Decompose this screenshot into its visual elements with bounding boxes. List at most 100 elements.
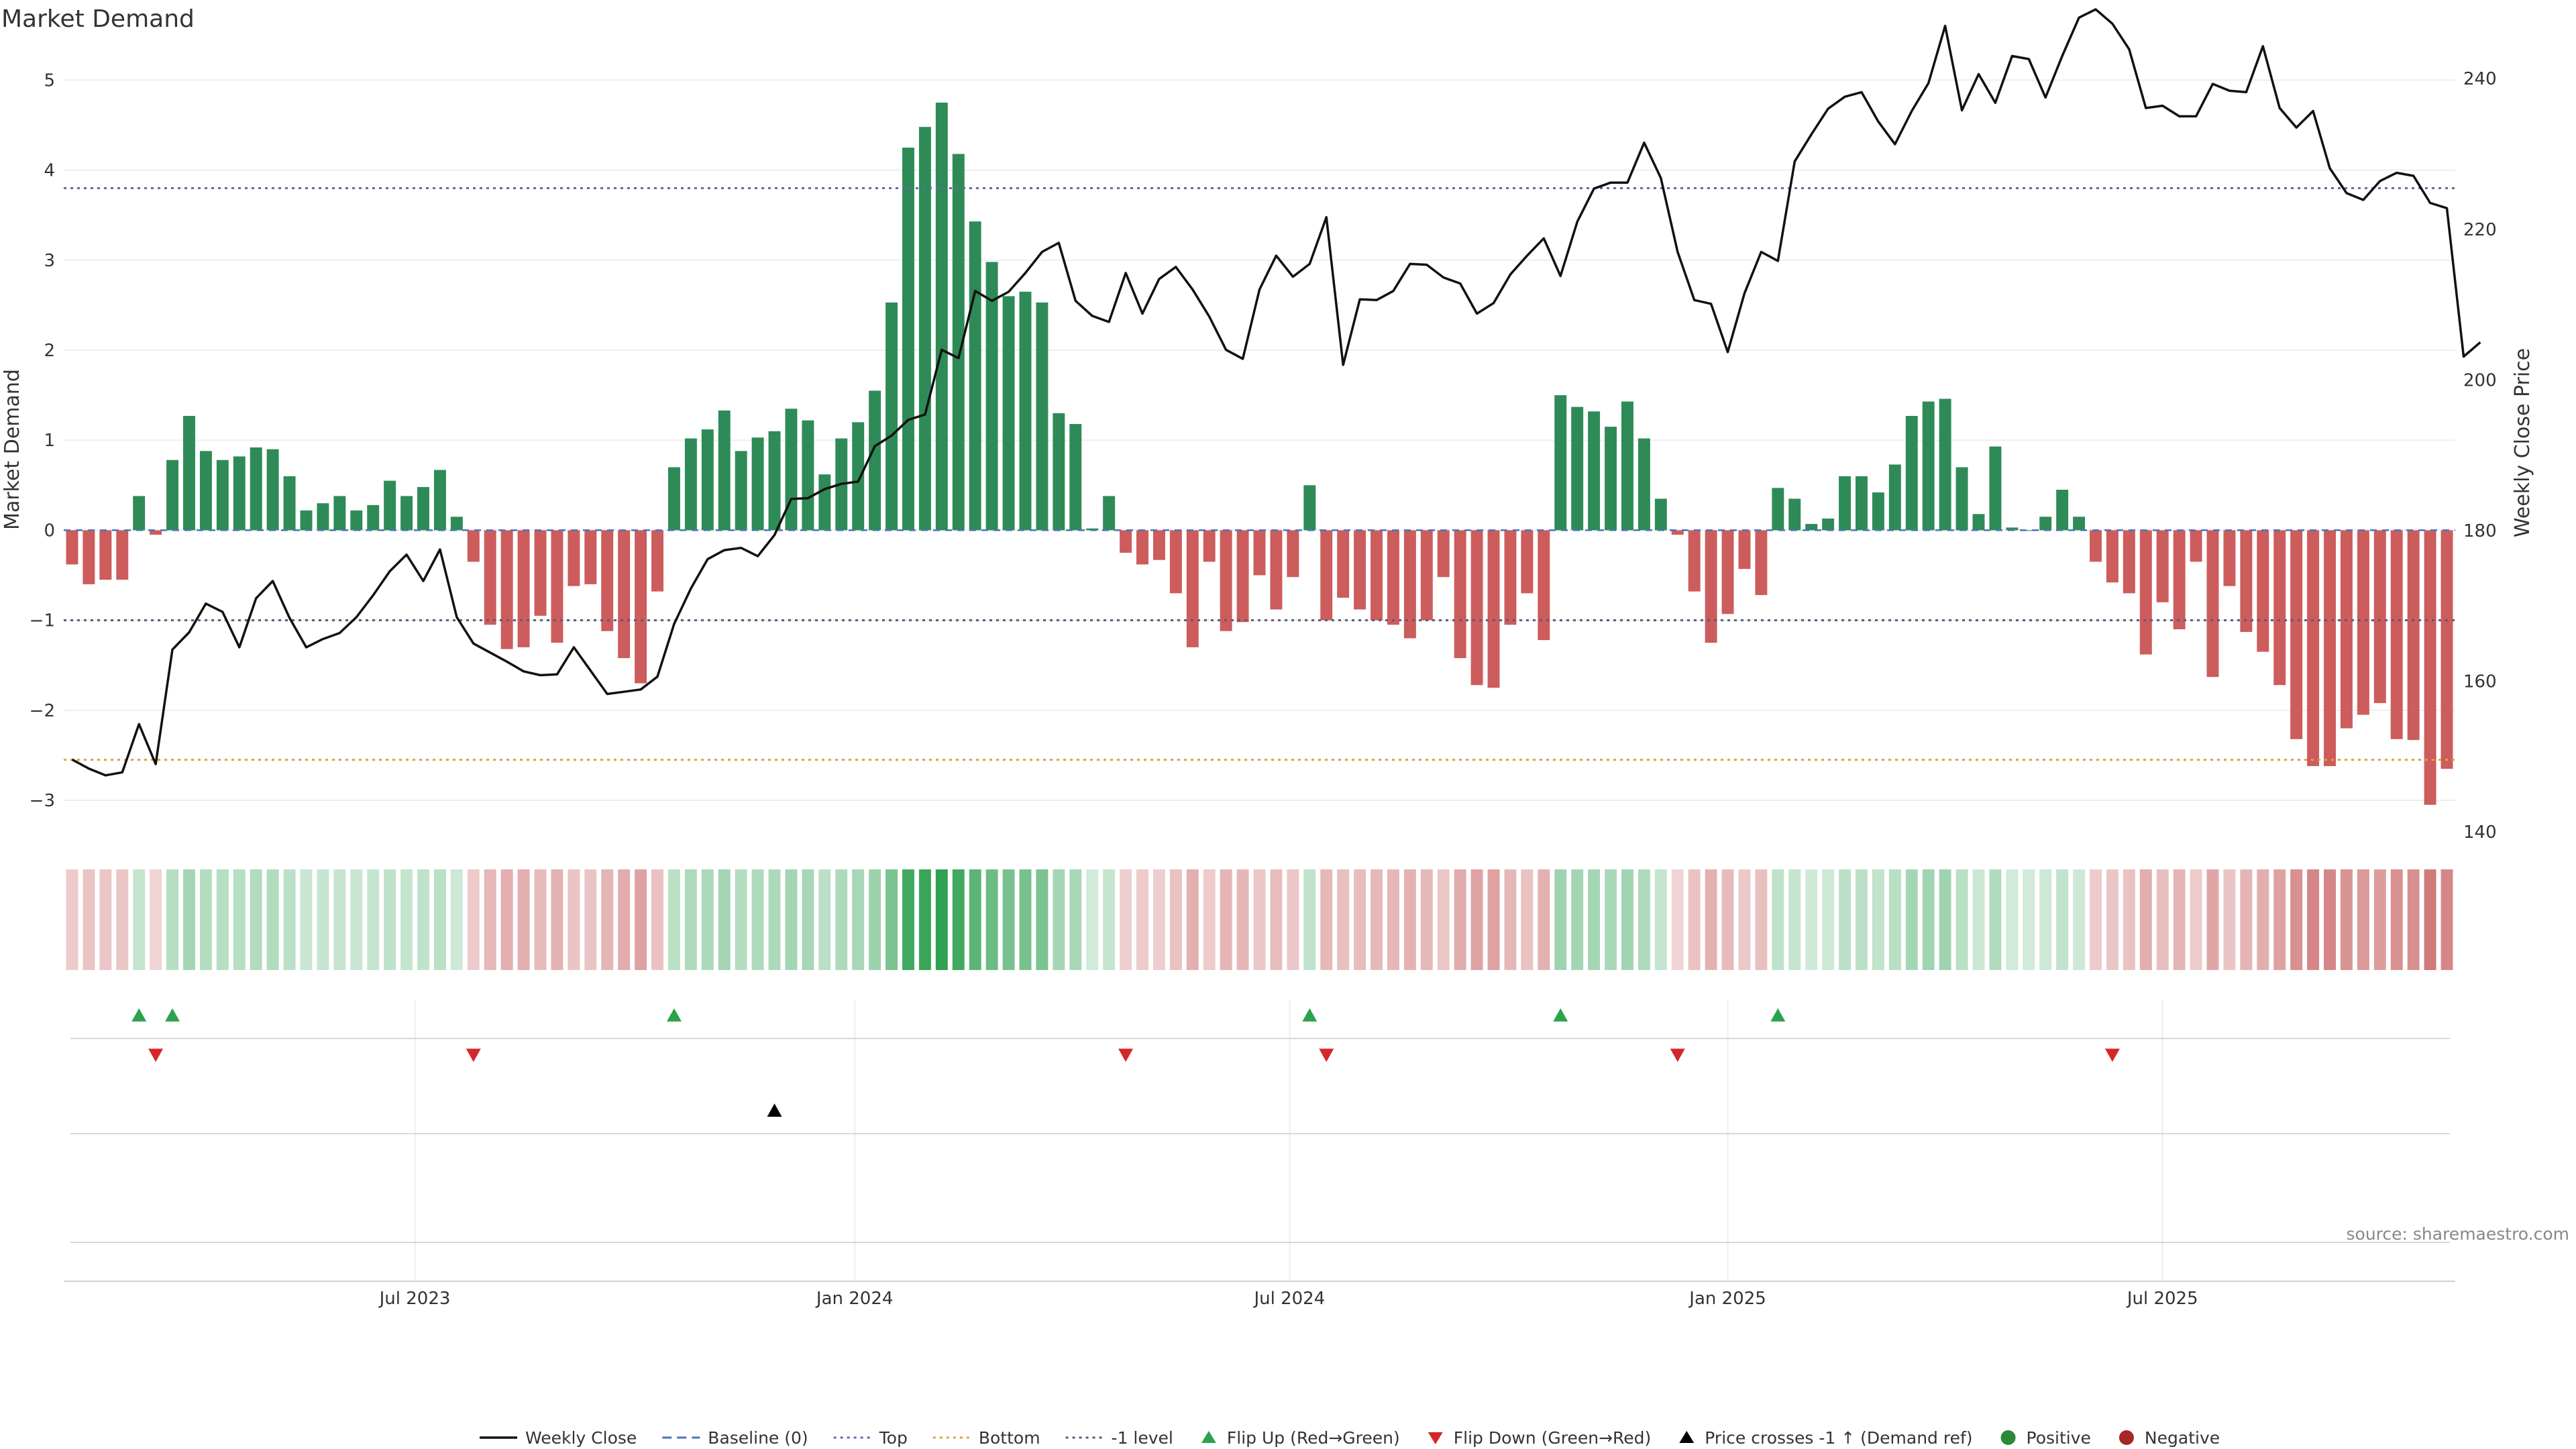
negative-bar xyxy=(1671,530,1684,535)
heat-cell xyxy=(852,869,865,970)
heat-cell xyxy=(701,869,714,970)
negative-bar xyxy=(1236,530,1249,623)
positive-bar xyxy=(1002,296,1015,531)
heat-cell xyxy=(1654,869,1667,970)
heat-cell xyxy=(350,869,363,970)
heat-cell xyxy=(651,869,663,970)
y-left-tick-label: 2 xyxy=(44,341,55,361)
demand-heat-strip xyxy=(66,869,2453,970)
heat-cell xyxy=(1270,869,1283,970)
chart-title: Market Demand xyxy=(1,5,195,33)
positive-bar xyxy=(1554,395,1567,531)
negative-bar xyxy=(1152,530,1165,560)
positive-bar xyxy=(333,496,346,531)
negative-bar xyxy=(1354,530,1366,610)
heat-cell xyxy=(1839,869,1851,970)
negative-bar xyxy=(1287,530,1299,578)
heat-cell xyxy=(66,869,78,970)
y-right-axis-title: Weekly Close Price xyxy=(2511,348,2534,537)
legend-key xyxy=(2118,1430,2134,1445)
heat-cell xyxy=(534,869,547,970)
heat-cell xyxy=(1136,869,1148,970)
heat-cell xyxy=(116,869,129,970)
heat-cell xyxy=(1856,869,1868,970)
negative-bar xyxy=(1203,530,1216,562)
heat-cell xyxy=(1705,869,1717,970)
legend-label: -1 level xyxy=(1112,1428,1173,1448)
legend-label: Flip Up (Red→Green) xyxy=(1227,1428,1400,1448)
heat-cell xyxy=(484,869,496,970)
positive-bar xyxy=(283,476,296,531)
y-right-tick-label: 160 xyxy=(2463,672,2497,692)
positive-bar xyxy=(969,221,981,531)
negative-bar xyxy=(1320,530,1333,621)
negative-bar xyxy=(534,530,547,616)
negative-bar xyxy=(99,530,112,580)
heat-cell xyxy=(1822,869,1835,970)
heat-cell xyxy=(1002,869,1015,970)
heat-cell xyxy=(2223,869,2236,970)
negative-bar xyxy=(651,530,663,592)
legend-item: -1 level xyxy=(1065,1428,1173,1448)
negative-bar xyxy=(1688,530,1701,592)
negative-bar xyxy=(2156,530,2169,602)
heat-cell xyxy=(1103,869,1116,970)
heat-cell xyxy=(1538,869,1550,970)
heat-cell xyxy=(1420,869,1433,970)
positive-bar xyxy=(317,503,329,531)
heat-cell xyxy=(1403,869,1416,970)
legend-label: Negative xyxy=(2145,1428,2220,1448)
legend-item: Flip Up (Red→Green) xyxy=(1201,1428,1400,1448)
negative-bar xyxy=(1371,530,1383,621)
positive-bar xyxy=(216,460,229,531)
legend-label: Weekly Close xyxy=(525,1428,637,1448)
flip-down-marker xyxy=(1670,1049,1685,1062)
heat-cell xyxy=(1036,869,1049,970)
x-tick-label: Jul 2023 xyxy=(378,1289,451,1309)
negative-bar xyxy=(66,530,78,565)
heat-cell xyxy=(1470,869,1483,970)
negative-bar xyxy=(2290,530,2303,739)
negative-bar xyxy=(2139,530,2152,655)
negative-bar xyxy=(1253,530,1266,576)
positive-bar xyxy=(1571,407,1584,531)
heat-cell xyxy=(317,869,329,970)
heat-cell xyxy=(99,869,112,970)
heat-cell xyxy=(1086,869,1099,970)
grid xyxy=(64,79,2455,1281)
heat-cell xyxy=(1755,869,1768,970)
negative-bar xyxy=(83,530,95,584)
legend-label: Price crosses -1 ↑ (Demand ref) xyxy=(1705,1428,1972,1448)
positive-bar xyxy=(400,496,413,531)
heat-cell xyxy=(83,869,95,970)
heat-cell xyxy=(1805,869,1818,970)
heat-cell xyxy=(1203,869,1216,970)
heat-cell xyxy=(1437,869,1450,970)
positive-bar xyxy=(1086,528,1099,531)
positive-bar xyxy=(233,456,246,531)
heat-cell xyxy=(785,869,798,970)
positive-bar xyxy=(918,127,931,531)
negative-bar xyxy=(2223,530,2236,586)
heat-cell xyxy=(1788,869,1801,970)
legend-label: Flip Down (Green→Red) xyxy=(1454,1428,1652,1448)
y-left-tick-label: 3 xyxy=(44,251,55,271)
heat-cell xyxy=(1504,869,1517,970)
heat-cell xyxy=(1588,869,1601,970)
weekly-close-line-group xyxy=(71,8,2481,777)
positive-bar xyxy=(985,262,998,531)
negative-bar xyxy=(1487,530,1500,688)
negative-bar xyxy=(2440,530,2453,769)
heat-cell xyxy=(1671,869,1684,970)
heat-cell xyxy=(635,869,647,970)
heat-cell xyxy=(902,869,914,970)
positive-bar xyxy=(718,410,731,531)
positive-bar xyxy=(384,480,396,531)
heat-cell xyxy=(333,869,346,970)
heat-cell xyxy=(1621,869,1633,970)
legend-key xyxy=(1428,1432,1443,1444)
negative-bar xyxy=(2206,530,2219,678)
positive-bar xyxy=(785,409,798,531)
negative-bar xyxy=(2123,530,2135,594)
heat-cell xyxy=(467,869,480,970)
